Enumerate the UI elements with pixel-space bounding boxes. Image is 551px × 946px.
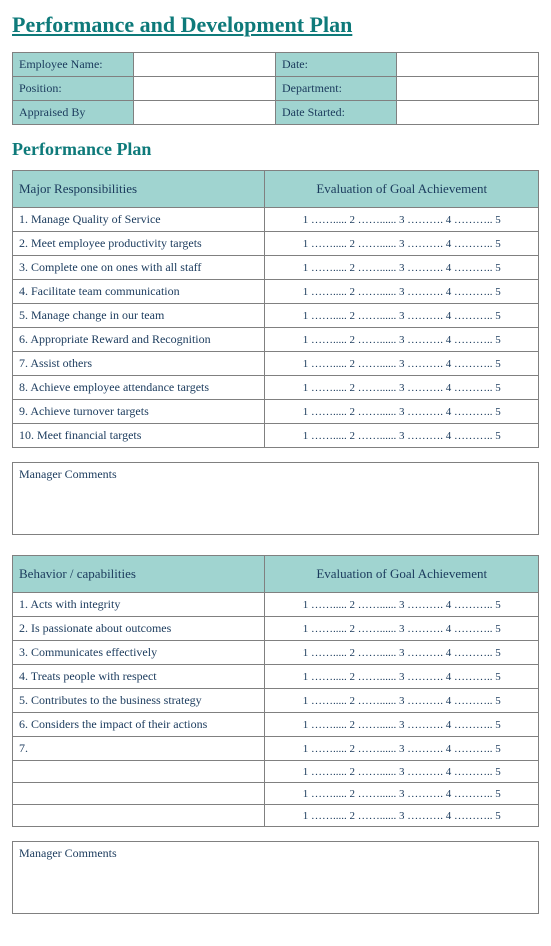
info-value[interactable] [396,77,538,101]
evaluation-cell[interactable]: 1 ……..... 2 ……...... 3 ………. 4 ……….. 5 [265,376,539,400]
behavior-cell [13,805,265,827]
table-row: 1 ……..... 2 ……...... 3 ………. 4 ……….. 5 [13,783,539,805]
evaluation-cell[interactable]: 1 ……..... 2 ……...... 3 ………. 4 ……….. 5 [265,713,539,737]
behavior-cell: 4. Treats people with respect [13,665,265,689]
table-row: 6. Appropriate Reward and Recognition1 …… [13,328,539,352]
table-row: 1. Acts with integrity1 ……..... 2 ……....… [13,593,539,617]
evaluation-cell[interactable]: 1 ……..... 2 ……...... 3 ………. 4 ……….. 5 [265,805,539,827]
responsibility-cell: 4. Facilitate team communication [13,280,265,304]
table-row: 1. Manage Quality of Service1 ……..... 2 … [13,208,539,232]
column-header-evaluation: Evaluation of Goal Achievement [265,556,539,593]
evaluation-cell[interactable]: 1 ……..... 2 ……...... 3 ………. 4 ……….. 5 [265,593,539,617]
manager-comments-box-2[interactable]: Manager Comments [12,841,539,914]
behavior-cell: 5. Contributes to the business strategy [13,689,265,713]
evaluation-cell[interactable]: 1 ……..... 2 ……...... 3 ………. 4 ……….. 5 [265,641,539,665]
info-label: Date Started: [275,101,396,125]
table-row: 7.1 ……..... 2 ……...... 3 ………. 4 ……….. 5 [13,737,539,761]
behavior-cell: 1. Acts with integrity [13,593,265,617]
table-row: 2. Meet employee productivity targets1 …… [13,232,539,256]
evaluation-cell[interactable]: 1 ……..... 2 ……...... 3 ………. 4 ……….. 5 [265,665,539,689]
responsibility-cell: 9. Achieve turnover targets [13,400,265,424]
table-row: 9. Achieve turnover targets1 ……..... 2 …… [13,400,539,424]
evaluation-cell[interactable]: 1 ……..... 2 ……...... 3 ………. 4 ……….. 5 [265,424,539,448]
responsibility-cell: 8. Achieve employee attendance targets [13,376,265,400]
evaluation-cell[interactable]: 1 ……..... 2 ……...... 3 ………. 4 ……….. 5 [265,761,539,783]
table-row: 2. Is passionate about outcomes1 …….....… [13,617,539,641]
evaluation-cell[interactable]: 1 ……..... 2 ……...... 3 ………. 4 ……….. 5 [265,617,539,641]
manager-comments-body[interactable] [13,865,538,913]
responsibility-cell: 7. Assist others [13,352,265,376]
table-row: 8. Achieve employee attendance targets1 … [13,376,539,400]
section-title-performance: Performance Plan [12,139,539,160]
info-label: Department: [275,77,396,101]
manager-comments-box[interactable]: Manager Comments [12,462,539,535]
evaluation-cell[interactable]: 1 ……..... 2 ……...... 3 ………. 4 ……….. 5 [265,400,539,424]
evaluation-cell[interactable]: 1 ……..... 2 ……...... 3 ………. 4 ……….. 5 [265,256,539,280]
responsibility-cell: 5. Manage change in our team [13,304,265,328]
employee-info-table: Employee Name: Date: Position: Departmen… [12,52,539,125]
behaviors-table: Behavior / capabilities Evaluation of Go… [12,555,539,827]
evaluation-cell[interactable]: 1 ……..... 2 ……...... 3 ………. 4 ……….. 5 [265,280,539,304]
manager-comments-body[interactable] [13,486,538,534]
manager-comments-label: Manager Comments [13,463,538,486]
behavior-cell: 2. Is passionate about outcomes [13,617,265,641]
evaluation-cell[interactable]: 1 ……..... 2 ……...... 3 ………. 4 ……….. 5 [265,328,539,352]
info-label: Date: [275,53,396,77]
behavior-cell: 7. [13,737,265,761]
evaluation-cell[interactable]: 1 ……..... 2 ……...... 3 ………. 4 ……….. 5 [265,304,539,328]
behavior-cell: 6. Considers the impact of their actions [13,713,265,737]
table-row: 4. Facilitate team communication1 ……....… [13,280,539,304]
column-header-evaluation: Evaluation of Goal Achievement [265,171,539,208]
behavior-cell [13,783,265,805]
responsibility-cell: 2. Meet employee productivity targets [13,232,265,256]
info-value[interactable] [133,77,275,101]
info-value[interactable] [133,101,275,125]
behavior-cell [13,761,265,783]
table-row: 7. Assist others1 ……..... 2 ……...... 3 …… [13,352,539,376]
info-label: Position: [13,77,134,101]
info-row: Position: Department: [13,77,539,101]
table-row: 3. Communicates effectively1 ……..... 2 …… [13,641,539,665]
manager-comments-label: Manager Comments [13,842,538,865]
responsibility-cell: 3. Complete one on ones with all staff [13,256,265,280]
info-row: Appraised By Date Started: [13,101,539,125]
behavior-cell: 3. Communicates effectively [13,641,265,665]
info-label: Appraised By [13,101,134,125]
evaluation-cell[interactable]: 1 ……..... 2 ……...... 3 ………. 4 ……….. 5 [265,208,539,232]
info-value[interactable] [133,53,275,77]
info-row: Employee Name: Date: [13,53,539,77]
responsibility-cell: 1. Manage Quality of Service [13,208,265,232]
info-value[interactable] [396,53,538,77]
table-row: 1 ……..... 2 ……...... 3 ………. 4 ……….. 5 [13,761,539,783]
column-header-responsibilities: Major Responsibilities [13,171,265,208]
table-row: 3. Complete one on ones with all staff1 … [13,256,539,280]
info-label: Employee Name: [13,53,134,77]
page-title: Performance and Development Plan [12,12,539,38]
table-row: 10. Meet financial targets1 ……..... 2 ……… [13,424,539,448]
table-row: 6. Considers the impact of their actions… [13,713,539,737]
evaluation-cell[interactable]: 1 ……..... 2 ……...... 3 ………. 4 ……….. 5 [265,689,539,713]
table-row: 5. Manage change in our team1 ……..... 2 … [13,304,539,328]
evaluation-cell[interactable]: 1 ……..... 2 ……...... 3 ………. 4 ……….. 5 [265,352,539,376]
table-row: 1 ……..... 2 ……...... 3 ………. 4 ……….. 5 [13,805,539,827]
responsibility-cell: 10. Meet financial targets [13,424,265,448]
evaluation-cell[interactable]: 1 ……..... 2 ……...... 3 ………. 4 ……….. 5 [265,783,539,805]
evaluation-cell[interactable]: 1 ……..... 2 ……...... 3 ………. 4 ……….. 5 [265,232,539,256]
table-row: 4. Treats people with respect1 ……..... 2… [13,665,539,689]
evaluation-cell[interactable]: 1 ……..... 2 ……...... 3 ………. 4 ……….. 5 [265,737,539,761]
responsibilities-table: Major Responsibilities Evaluation of Goa… [12,170,539,448]
responsibility-cell: 6. Appropriate Reward and Recognition [13,328,265,352]
table-row: 5. Contributes to the business strategy1… [13,689,539,713]
column-header-behaviors: Behavior / capabilities [13,556,265,593]
info-value[interactable] [396,101,538,125]
